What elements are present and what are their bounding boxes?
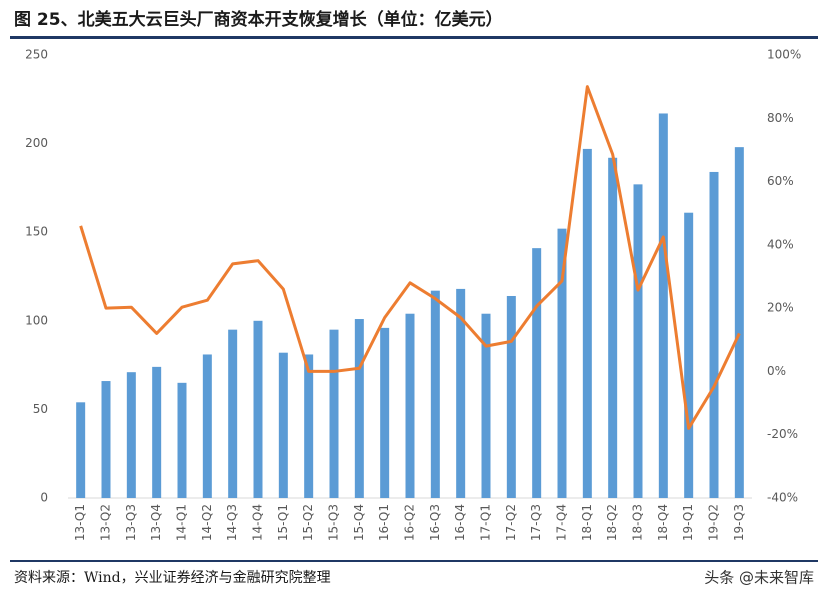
bar bbox=[658, 113, 668, 498]
x-tick-label: 18-Q3 bbox=[631, 504, 645, 541]
bar bbox=[126, 372, 136, 498]
x-tick-label: 14-Q1 bbox=[175, 504, 189, 541]
bar bbox=[152, 366, 162, 498]
x-tick-label: 14-Q2 bbox=[200, 504, 214, 541]
bar bbox=[456, 288, 466, 498]
bar bbox=[278, 352, 288, 498]
bar bbox=[430, 290, 440, 498]
bar bbox=[709, 171, 719, 498]
bar bbox=[177, 382, 187, 498]
bar bbox=[405, 313, 415, 498]
bar bbox=[202, 354, 212, 498]
x-tick-label: 16-Q3 bbox=[428, 504, 442, 541]
y2-tick-label: -20% bbox=[767, 427, 798, 441]
y2-tick-label: 80% bbox=[767, 111, 794, 125]
bar bbox=[506, 295, 516, 498]
x-tick-label: 16-Q2 bbox=[403, 504, 417, 541]
x-tick-label: 15-Q3 bbox=[327, 504, 341, 541]
bar bbox=[532, 248, 542, 498]
x-tick-label: 18-Q4 bbox=[656, 504, 670, 541]
y2-tick-label: 60% bbox=[767, 174, 794, 188]
y-tick-label: 50 bbox=[33, 402, 48, 416]
y-tick-label: 150 bbox=[25, 225, 48, 239]
x-tick-label: 19-Q1 bbox=[681, 504, 695, 541]
x-tick-label: 13-Q4 bbox=[149, 504, 163, 541]
x-tick-label: 18-Q2 bbox=[605, 504, 619, 541]
line bbox=[79, 85, 741, 430]
bar bbox=[608, 157, 618, 498]
x-tick-label: 16-Q1 bbox=[377, 504, 391, 541]
bar bbox=[582, 148, 592, 498]
y2-tick-label: -40% bbox=[767, 491, 798, 505]
bar bbox=[734, 147, 744, 499]
x-tick-label: 19-Q2 bbox=[707, 504, 721, 541]
x-tick-label: 15-Q2 bbox=[301, 504, 315, 541]
y-tick-label: 250 bbox=[25, 48, 48, 62]
bar bbox=[481, 313, 491, 498]
x-tick-label: 15-Q4 bbox=[352, 504, 366, 541]
x-tick-label: 14-Q4 bbox=[251, 504, 265, 541]
title-rule bbox=[10, 36, 818, 39]
bar bbox=[76, 402, 86, 498]
chart-title: 图 25、北美五大云巨头厂商资本开支恢复增长（单位：亿美元） bbox=[14, 9, 503, 30]
bar bbox=[329, 329, 339, 498]
x-tick-label: 17-Q2 bbox=[504, 504, 518, 541]
bar bbox=[684, 212, 694, 498]
x-tick-label: 17-Q3 bbox=[529, 504, 543, 541]
source: 资料来源：Wind，兴业证券经济与金融研究院整理 bbox=[14, 570, 331, 586]
x-tick-label: 14-Q3 bbox=[225, 504, 239, 541]
x-tick-label: 15-Q1 bbox=[276, 504, 290, 541]
source-rule bbox=[10, 560, 818, 562]
x-tick-label: 13-Q1 bbox=[73, 504, 87, 541]
x-tick-label: 13-Q2 bbox=[99, 504, 113, 541]
y2-tick-label: 20% bbox=[767, 301, 794, 315]
watermark: 头条 @未来智库 bbox=[704, 569, 814, 587]
x-tick-label: 16-Q4 bbox=[453, 504, 467, 541]
bar bbox=[101, 381, 111, 498]
bar bbox=[380, 327, 390, 498]
y-tick-label: 200 bbox=[25, 136, 48, 150]
y-tick-label: 100 bbox=[25, 313, 48, 327]
bar bbox=[354, 319, 364, 498]
x-tick-label: 17-Q1 bbox=[479, 504, 493, 541]
x-tick-label: 19-Q3 bbox=[732, 504, 746, 541]
bar bbox=[228, 329, 238, 498]
bar bbox=[253, 320, 263, 498]
bar bbox=[557, 228, 567, 498]
x-tick-label: 13-Q3 bbox=[124, 504, 138, 541]
bar bbox=[304, 354, 314, 498]
bar bbox=[633, 184, 643, 498]
y2-tick-label: 0% bbox=[767, 364, 786, 378]
x-tick-label: 17-Q4 bbox=[555, 504, 569, 541]
y-tick-label: 0 bbox=[40, 491, 48, 505]
y2-tick-label: 100% bbox=[767, 48, 801, 62]
x-tick-label: 18-Q1 bbox=[580, 504, 594, 541]
y2-tick-label: 40% bbox=[767, 237, 794, 251]
